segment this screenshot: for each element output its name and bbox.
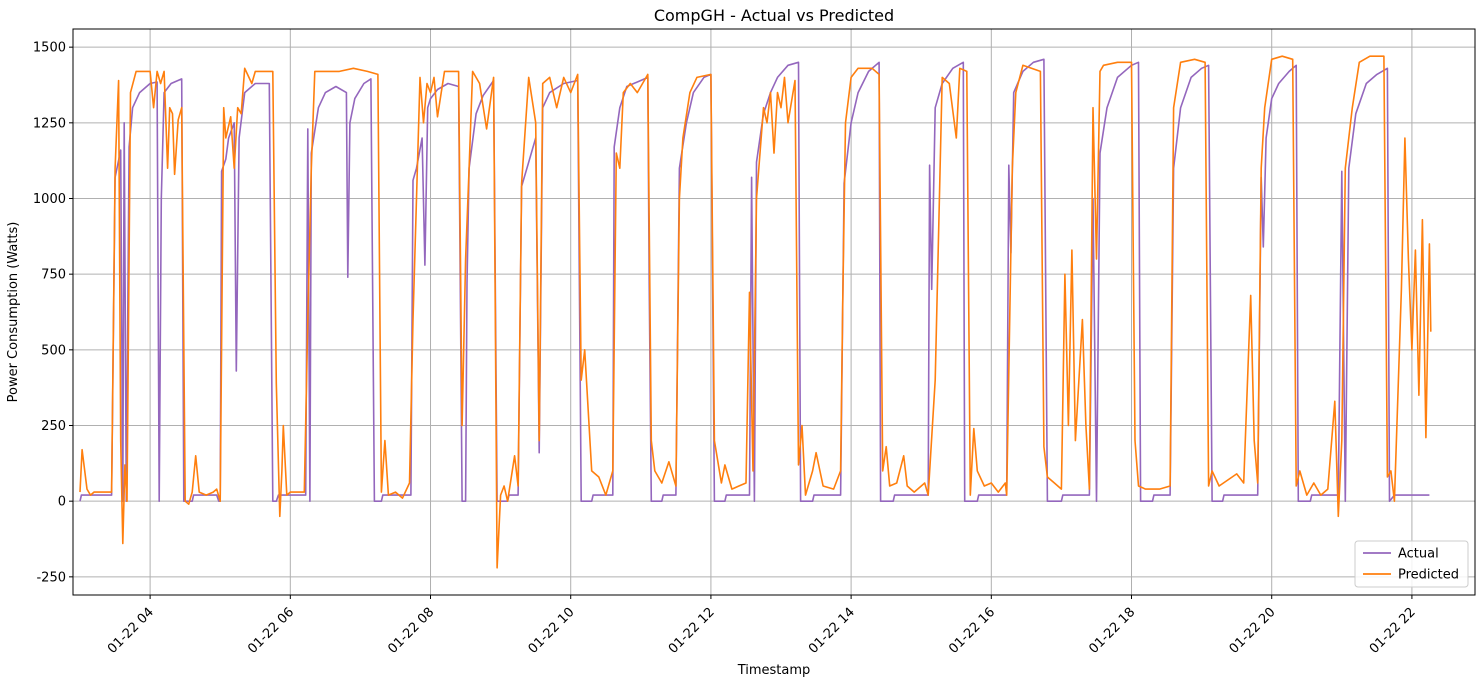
x-tick-label: 01-22 22 (1367, 605, 1419, 657)
x-axis-label: Timestamp (737, 663, 811, 678)
legend: Actual Predicted (1354, 540, 1469, 588)
y-tick-label: 0 (58, 495, 66, 510)
plot-frame (72, 28, 1476, 596)
x-tick-label: 01-22 16 (946, 605, 998, 657)
series-line-actual (79, 58, 1430, 502)
x-tick-label: 01-22 06 (245, 605, 297, 657)
y-tick-label: 500 (41, 343, 66, 358)
legend-label: Actual (1398, 547, 1439, 562)
y-tick-label: 750 (41, 268, 66, 283)
x-tick-label: 01-22 12 (666, 605, 718, 657)
legend-label: Predicted (1398, 568, 1459, 583)
y-tick-label: 1250 (33, 116, 66, 131)
x-tick-label: 01-22 08 (385, 605, 437, 657)
x-tick-label: 01-22 18 (1086, 605, 1138, 657)
x-tick-label: 01-22 04 (105, 605, 157, 657)
y-tick-label: -250 (36, 570, 66, 585)
x-tick-label: 01-22 14 (806, 605, 858, 657)
x-tick-label: 01-22 10 (526, 605, 578, 657)
y-axis-label: Power Consumption (Watts) (6, 222, 21, 403)
chart-title: CompGH - Actual vs Predicted (654, 6, 894, 25)
series-line-predicted (79, 55, 1432, 569)
y-tick-label: 1000 (33, 192, 66, 207)
x-tick-label: 01-22 20 (1227, 605, 1279, 657)
y-tick-label: 250 (41, 419, 66, 434)
y-tick-label: 1500 (33, 41, 66, 56)
series-layer (79, 55, 1432, 569)
